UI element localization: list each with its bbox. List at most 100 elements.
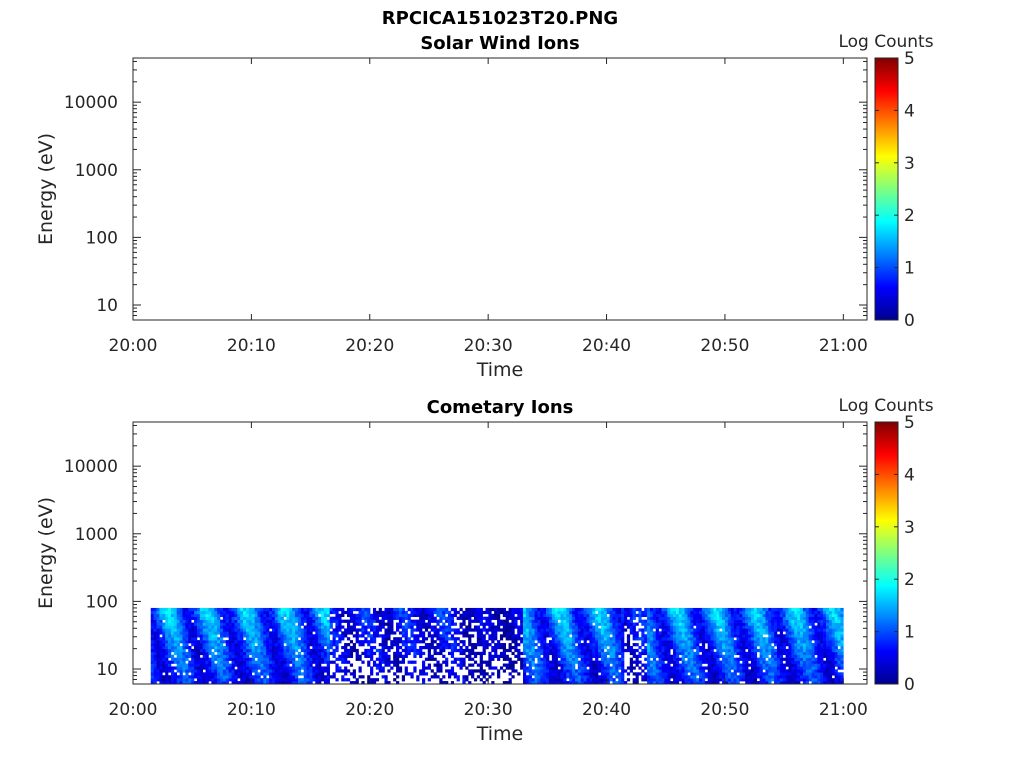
spectrogram-cell [349,663,354,667]
spectrogram-cell [176,634,180,638]
spectrogram-cell [540,666,544,670]
spectrogram-cell [208,675,212,679]
spectrogram-cell [667,622,671,626]
spectrogram-cell [228,643,232,647]
spectrogram-cell [785,619,789,623]
spectrogram-cell [202,640,206,644]
spectrogram-cell [502,628,506,632]
spectrogram-cell [367,648,371,653]
spectrogram-cell [303,678,307,682]
spectrogram-cell [150,651,154,656]
spectrogram-cell [234,648,238,653]
spectrogram-cell [159,669,163,673]
spectrogram-cell [168,610,172,615]
spectrogram-cell [649,634,654,638]
spectrogram-cell [540,643,544,647]
spectrogram-cell [730,637,734,641]
spectrogram-cell [312,669,316,673]
spectrogram-cell [768,660,772,664]
spectrogram-cell [661,672,665,676]
spectrogram-cell [159,651,163,656]
spectrogram-cell [684,651,688,656]
spectrogram-cell [774,648,778,653]
spectrogram-cell [450,654,455,658]
spectrogram-cell [300,666,304,670]
spectrogram-cell [612,607,616,612]
spectrogram-cell [745,634,749,638]
spectrogram-cell [271,613,276,618]
spectrogram-cell [629,616,633,620]
spectrogram-cell [321,631,325,635]
spectrogram-cell [598,637,602,641]
spectrogram-cell [681,607,685,612]
spectrogram-cell [563,657,567,661]
spectrogram-cell [621,651,625,656]
spectrogram-cell [222,666,227,670]
spectrogram-cell [765,648,769,653]
spectrogram-cell [684,610,688,615]
spectrogram-cell [430,640,434,644]
spectrogram-cell [407,607,411,612]
spectrogram-cell [321,660,325,664]
spectrogram-cell [214,619,218,623]
spectrogram-cell [153,660,157,664]
spectrogram-cell [326,643,330,647]
spectrogram-cell [543,669,547,673]
spectrogram-cell [355,640,359,644]
spectrogram-cell [237,672,241,676]
spectrogram-cell [433,663,437,667]
spectrogram-cell [471,643,475,647]
spectrogram-cell [696,631,700,635]
spectrogram-cell [237,622,241,626]
spectrogram-cell [592,666,596,670]
spectrogram-cell [263,616,267,620]
spectrogram-cell [361,660,365,664]
spectrogram-cell [649,619,654,623]
spectrogram-cell [673,672,677,676]
spectrogram-cell [410,619,414,623]
spectrogram-cell [753,651,758,656]
spectrogram-cell [459,625,463,629]
spectrogram-cell [598,622,602,626]
spectrogram-cell [583,666,587,670]
spectrogram-cell [771,669,775,673]
spectrogram-cell [563,631,567,635]
spectrogram-cell [569,657,573,661]
spectrogram-cell [753,666,758,670]
spectrogram-cell [618,613,622,618]
spectrogram-cell [482,634,486,638]
spectrogram-cell [727,616,732,620]
spectrogram-cell [465,648,469,653]
spectrogram-cell [410,607,414,612]
spectrogram-cell [560,640,564,644]
spectrogram-cell [387,654,391,658]
spectrogram-cell [583,645,587,650]
spectrogram-cell [603,613,607,618]
spectrogram-cell [202,607,206,612]
spectrogram-cell [762,675,766,679]
spectrogram-cell [150,616,154,620]
spectrogram-cell [150,622,154,626]
spectrogram-cell [612,631,616,635]
spectrogram-cell [704,613,708,618]
spectrogram-cell [774,660,778,664]
spectrogram-cell [309,607,313,612]
spectrogram-cell [551,672,556,676]
spectrogram-cell [341,660,345,664]
spectrogram-cell [681,613,685,618]
spectrogram-cell [779,616,784,620]
spectrogram-cell [211,640,215,644]
spectrogram-cell [710,648,714,653]
spectrogram-cell [295,648,299,653]
spectrogram-cell [332,637,336,641]
spectrogram-cell [297,625,302,629]
spectrogram-cell [528,628,532,632]
spectrogram-cell [473,660,478,664]
spectrogram-cell [243,669,247,673]
spectrogram-cell [580,628,584,632]
spectrogram-cell [153,645,157,650]
spectrogram-cell [667,666,671,670]
spectrogram-cell [621,625,625,629]
spectrogram-cell [295,663,299,667]
spectrogram-cell [453,640,457,644]
